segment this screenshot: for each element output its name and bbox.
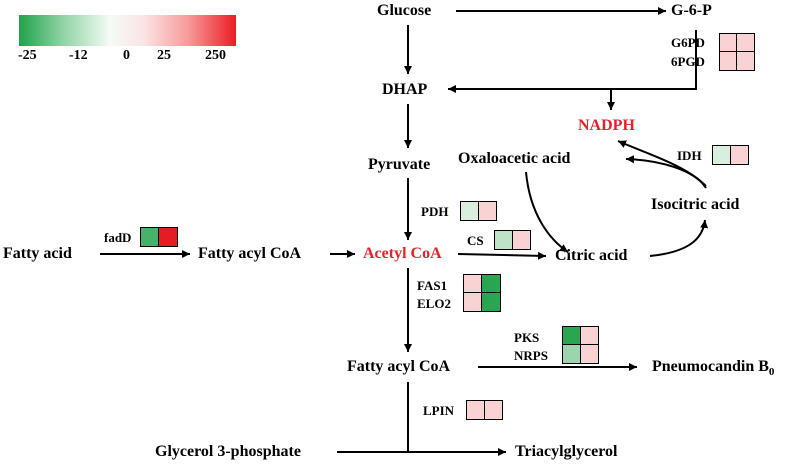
arrow-citric-isocitric	[649, 219, 709, 257]
node-isocitric-acid: Isocitric acid	[651, 196, 740, 213]
heatmap-cell	[737, 34, 754, 52]
pneumocandin-subscript: 0	[768, 366, 775, 379]
color-scale-bar	[19, 15, 236, 46]
node-glycerol-3-phosphate: Glycerol 3-phosphate	[155, 443, 301, 460]
arrow-acetylcoa-citric	[457, 251, 547, 260]
arrow-g6p-dhap	[448, 30, 697, 93]
node-glucose: Glucose	[377, 2, 432, 19]
enzyme-lpin: LPIN	[423, 403, 455, 418]
legend-tick-min: -25	[18, 48, 37, 63]
heatmap-cell	[464, 275, 482, 293]
heatmap-cell	[495, 231, 513, 249]
enzyme-elo2: ELO2	[417, 296, 451, 311]
heatmap-lpin	[466, 400, 503, 420]
heatmap-cell	[730, 146, 748, 164]
heatmap-cell	[720, 34, 737, 52]
legend-tick-max: 250	[205, 48, 226, 63]
heatmap-idh	[712, 145, 749, 165]
heatmap-cell	[580, 345, 598, 363]
enzyme-nrps: NRPS	[514, 348, 548, 363]
node-acetyl-coa: Acetyl CoA	[363, 245, 442, 262]
node-fatty-acyl-coa-1: Fatty acyl CoA	[198, 245, 302, 262]
heatmap-cell	[563, 327, 581, 345]
heatmap-cell	[159, 228, 177, 246]
enzyme-g6pd: G6PD	[671, 35, 705, 50]
legend-tick-low: -12	[69, 48, 88, 63]
heatmap-cell	[464, 293, 482, 311]
heatmap-cell	[720, 52, 737, 70]
node-citric-acid: Citric acid	[555, 247, 628, 264]
enzyme-idh: IDH	[677, 148, 702, 163]
heatmap-cell	[141, 228, 159, 246]
enzyme-pdh: PDH	[421, 204, 449, 219]
heatmap-cell	[580, 327, 598, 345]
node-triacylglycerol: Triacylglycerol	[515, 443, 618, 460]
legend-tick-high: 25	[157, 48, 171, 63]
heatmap-cell	[482, 275, 500, 293]
heatmap-cs	[494, 230, 531, 250]
heatmap-fas1-elo2	[463, 274, 501, 312]
heatmap-pdh	[460, 201, 497, 221]
heatmap-fadd	[140, 227, 178, 247]
node-dhap: DHAP	[382, 81, 428, 98]
heatmap-cell	[512, 231, 530, 249]
heatmap-cell	[461, 202, 479, 220]
heatmap-cell	[482, 293, 500, 311]
heatmap-cell	[737, 52, 754, 70]
legend-tick-mid: 0	[123, 48, 130, 63]
node-pneumocandin-b0: Pneumocandin B0	[652, 359, 774, 378]
node-pyruvate: Pyruvate	[368, 156, 431, 173]
heatmap-cell	[713, 146, 731, 164]
node-fatty-acyl-coa-2: Fatty acyl CoA	[347, 358, 451, 375]
heatmap-cell	[484, 401, 502, 419]
arrow-isocitric-oxaloacetic	[625, 155, 707, 189]
enzyme-cs: CS	[467, 233, 484, 248]
heatmap-cell	[563, 345, 581, 363]
heatmap-g6pd-6pgd	[719, 33, 755, 71]
enzyme-fas1: FAS1	[417, 278, 448, 293]
enzyme-fadd: fadD	[104, 230, 132, 245]
arrow-oxaloacetic-citric	[525, 171, 569, 253]
pneumocandin-label: Pneumocandin B	[652, 358, 769, 375]
arrow-isocitric-nadph	[617, 140, 707, 187]
heatmap-cell	[467, 401, 485, 419]
node-fatty-acid: Fatty acid	[3, 245, 72, 262]
enzyme-pks: PKS	[514, 330, 540, 345]
enzyme-6pgd: 6PGD	[671, 54, 705, 69]
node-nadph: NADPH	[578, 117, 635, 134]
heatmap-cell	[478, 202, 496, 220]
heatmap-pks-nrps	[562, 326, 599, 364]
node-g6p: G-6-P	[671, 2, 712, 19]
node-oxaloacetic-acid: Oxaloacetic acid	[458, 150, 571, 167]
